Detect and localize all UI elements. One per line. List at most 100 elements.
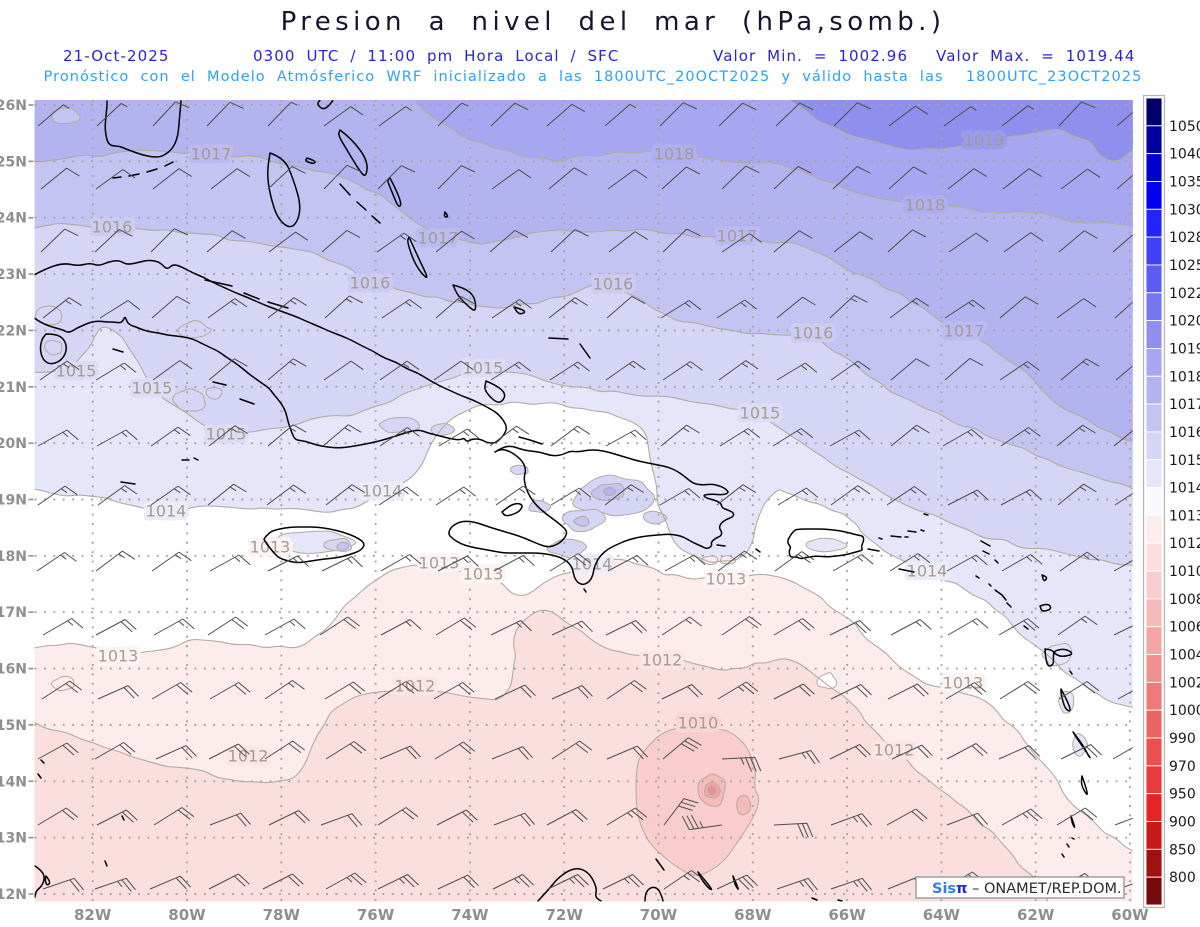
- coastline: [407, 236, 428, 279]
- coastline: [1072, 731, 1091, 759]
- colorbar-seg: [1145, 375, 1163, 405]
- wind-barb: [37, 429, 79, 447]
- wind-barb: [1056, 807, 1098, 826]
- wind-barb: [325, 484, 365, 506]
- colorbar-seg: [1145, 236, 1163, 266]
- wind-barb: [830, 485, 871, 506]
- wind-barb: [323, 106, 364, 127]
- wind-barb: [890, 358, 930, 381]
- wind-barb: [662, 737, 702, 760]
- lon-label-76W: 76W: [357, 906, 395, 924]
- colorbar-value-1018: 1018: [1169, 369, 1200, 385]
- wind-barb: [889, 553, 931, 572]
- wind-barb: [96, 103, 128, 127]
- coastline: [40, 759, 45, 764]
- isobar-label-1014: 1014: [362, 482, 403, 501]
- wind-barb: [206, 230, 246, 253]
- coastline: [923, 513, 929, 516]
- wind-barb: [42, 297, 82, 319]
- wind-barb: [773, 618, 815, 636]
- wind-barb: [1117, 690, 1133, 700]
- wind-barb: [37, 807, 79, 826]
- wind-barb: [721, 616, 762, 636]
- branding-pi-icon: π: [956, 881, 967, 897]
- lat-label-26N: 26N: [0, 98, 27, 114]
- colorbar-seg: [1145, 97, 1163, 127]
- lon-label-78W: 78W: [263, 906, 301, 924]
- wind-barb: [264, 618, 306, 636]
- wind-barb: [888, 166, 928, 190]
- wind-barb: [208, 425, 248, 447]
- isobar-1019: [789, 100, 1133, 162]
- closed-isobar-1014: [1072, 733, 1088, 757]
- wind-barb: [321, 556, 363, 572]
- wind-barb: [435, 486, 477, 506]
- wind-barb: [662, 361, 703, 381]
- wind-barb: [1057, 483, 1097, 506]
- wind-barb: [99, 300, 141, 319]
- coastline: [484, 380, 506, 403]
- coastline: [837, 899, 843, 902]
- latlon-grid: [34, 100, 1133, 902]
- isobar-1012: [34, 609, 1049, 902]
- coastline: [121, 815, 125, 821]
- wind-barb: [37, 742, 79, 760]
- closed-isobar-1013: [816, 672, 838, 690]
- isobar-label-1016: 1016: [350, 274, 391, 293]
- coastline: [513, 306, 526, 315]
- isobar-label-1013: 1013: [419, 554, 460, 573]
- wind-barb: [946, 554, 988, 572]
- wind-barb: [605, 620, 647, 636]
- wind-barb: [433, 682, 475, 700]
- wind-barb: [1003, 232, 1044, 253]
- wind-barb: [379, 360, 420, 381]
- wind-barb: [661, 616, 703, 636]
- wind-barb: [829, 295, 868, 319]
- wind-barb: [324, 681, 366, 700]
- isobar-label-1013: 1013: [98, 647, 139, 666]
- wind-barb: [829, 620, 871, 636]
- wind-barb: [377, 165, 416, 190]
- wind-barb: [207, 483, 247, 506]
- wind-barb: [95, 550, 136, 572]
- coastline: [267, 301, 289, 309]
- wind-barb: [718, 360, 759, 381]
- wind-barb: [889, 297, 930, 319]
- wind-barb: [41, 680, 83, 700]
- wind-barb: [378, 106, 412, 127]
- isobar-1017: [34, 149, 1133, 443]
- wind-barb: [548, 297, 588, 319]
- wind-barbs: [36, 101, 1133, 892]
- coastline: [878, 537, 883, 540]
- wind-barb: [661, 166, 701, 190]
- colorbar-seg: [1145, 793, 1163, 822]
- colorbar-value-950: 950: [1169, 787, 1196, 803]
- colorbar-seg: [1145, 765, 1163, 795]
- wind-barb: [437, 102, 469, 127]
- coastline: [518, 436, 543, 445]
- isobar-label-1015: 1015: [56, 362, 97, 381]
- coastline: [212, 381, 227, 386]
- wind-barb: [377, 807, 419, 826]
- coastline: [907, 530, 917, 533]
- wind-barb: [663, 870, 704, 890]
- wind-barb: [947, 489, 989, 506]
- coastline: [267, 152, 301, 228]
- coastlines: [34, 100, 1091, 902]
- wind-barb: [36, 552, 77, 572]
- wind-barb: [381, 299, 422, 319]
- lat-label-16N: 16N: [0, 662, 27, 678]
- wind-barb: [97, 685, 139, 700]
- colorbar-value-1030: 1030: [1169, 202, 1200, 218]
- wind-barb: [946, 743, 988, 760]
- wind-barb: [433, 360, 474, 381]
- wind-barb: [37, 104, 70, 127]
- isobar-1014: [34, 401, 1133, 709]
- wind-barb: [209, 682, 251, 700]
- wind-barb: [268, 810, 310, 826]
- colorbar-seg: [1145, 681, 1163, 711]
- wind-barb: [149, 875, 191, 890]
- coastline: [128, 173, 140, 177]
- coastline: [655, 858, 665, 871]
